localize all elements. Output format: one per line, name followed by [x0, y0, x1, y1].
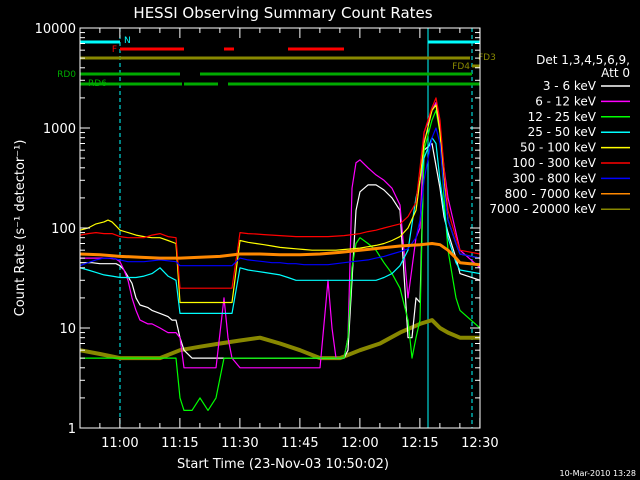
legend-label-4: 50 - 100 keV [520, 141, 597, 155]
plot-area: NF FD3 FD4 RD0 RD6 [57, 28, 496, 428]
legend-header-1: Att 0 [601, 66, 630, 80]
legend-label-6: 300 - 800 keV [512, 171, 596, 185]
flag-label-rd6: RD6 [88, 79, 107, 89]
y-tick-label-1000: 1000 [43, 122, 76, 137]
footer-timestamp: 10-Mar-2010 13:28 [560, 469, 637, 478]
series-line-100-300-kev [80, 97, 480, 289]
flag-label-rd0: RD0 [57, 70, 76, 80]
flag-label-fd3: FD3 [478, 53, 496, 63]
legend-label-7: 800 - 7000 keV [505, 187, 597, 201]
x-tick-label: 11:00 [101, 436, 138, 451]
flag-label-fd4: FD4 [452, 62, 470, 72]
y-tick-label-10: 10 [59, 322, 76, 337]
x-tick-label: 11:15 [161, 436, 198, 451]
legend-label-0: 3 - 6 keV [543, 79, 597, 93]
y-tick-label-100: 100 [51, 222, 76, 237]
legend-label-1: 6 - 12 keV [535, 94, 597, 108]
x-tick-label: 12:30 [461, 436, 498, 451]
flag-label-f: F [112, 45, 117, 55]
series-group [80, 97, 480, 411]
y-tick-label-10000: 10000 [35, 22, 76, 37]
series-line-800-7000-kev [80, 242, 480, 267]
series-line-50-100-kev [80, 104, 480, 304]
legend-label-2: 12 - 25 keV [528, 110, 597, 124]
y-axis-label: Count Rate (s⁻¹ detector⁻¹) [13, 140, 28, 317]
legend-header-0: Det 1,3,4,5,6,9, [536, 53, 630, 67]
y-tick-label-1: 1 [68, 422, 76, 437]
flag-label-n: N [124, 36, 131, 46]
series-line-300-800-kev [80, 127, 480, 267]
legend-label-3: 25 - 50 keV [528, 125, 597, 139]
x-tick-label: 11:45 [281, 436, 318, 451]
series-line-12-25-kev [80, 109, 480, 411]
x-tick-label: 11:30 [221, 436, 258, 451]
x-tick-label: 12:15 [401, 436, 438, 451]
axes: 1 10 100 1000 10000 11:00 11:15 11:30 11:45 12:00… [35, 22, 499, 451]
legend-label-8: 7000 - 20000 keV [489, 202, 596, 216]
x-axis-label: Start Time (23-Nov-03 10:50:02) [177, 457, 389, 472]
x-tick-label: 12:00 [341, 436, 378, 451]
chart-title: HESSI Observing Summary Count Rates [133, 4, 432, 22]
legend-label-5: 100 - 300 keV [512, 156, 596, 170]
